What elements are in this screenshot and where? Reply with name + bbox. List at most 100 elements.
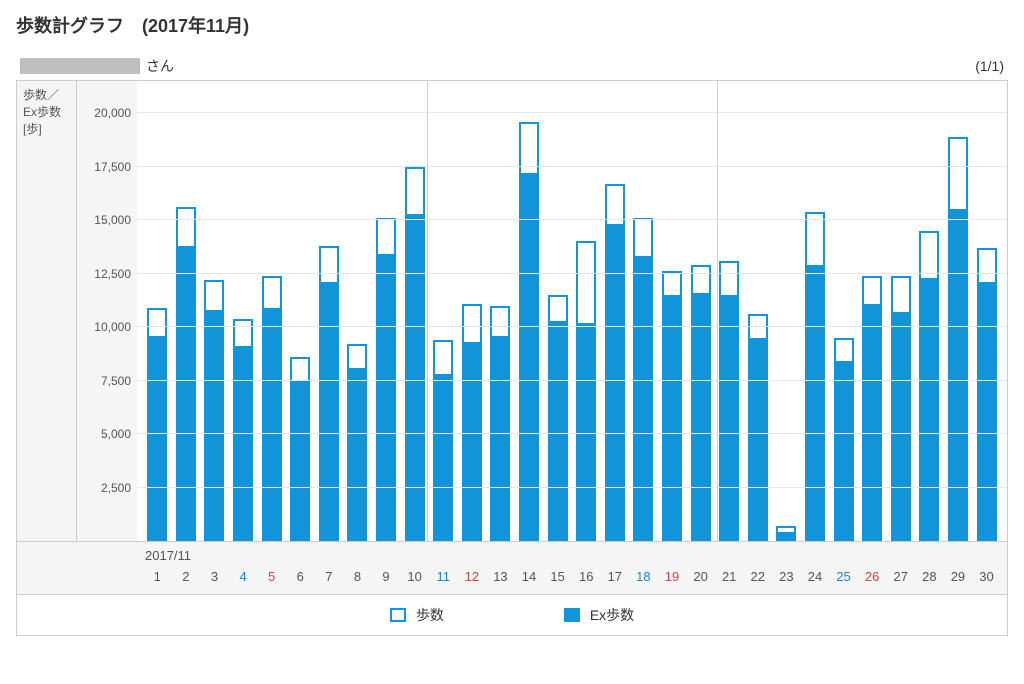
gridline: [137, 326, 1007, 327]
legend-label-steps: 歩数: [416, 605, 444, 625]
bar-ex-steps: [176, 246, 196, 541]
x-day-label: 26: [858, 569, 887, 584]
y-tick-label: 20,000: [94, 106, 131, 120]
bar-slot: [429, 81, 458, 541]
chart-frame: 歩数／ Ex歩数 [歩] 2,5005,0007,50010,00012,500…: [16, 80, 1008, 595]
bar-ex-steps: [462, 342, 482, 541]
page-title: 歩数計グラフ (2017年11月): [16, 12, 1008, 38]
bar-slot: [515, 81, 544, 541]
x-day-label: 16: [572, 569, 601, 584]
header-row: さん (1/1): [16, 56, 1008, 76]
x-day-label: 18: [629, 569, 658, 584]
bar-slot: [858, 81, 887, 541]
bar-ex-steps: [290, 381, 310, 541]
x-day-label: 25: [829, 569, 858, 584]
x-day-label: 23: [772, 569, 801, 584]
gridline: [137, 433, 1007, 434]
bar-ex-steps: [691, 293, 711, 541]
bar-slot: [286, 81, 315, 541]
bar-slot: [915, 81, 944, 541]
x-day-label: 29: [944, 569, 973, 584]
bar-ex-steps: [204, 310, 224, 541]
legend-swatch-fill-icon: [564, 608, 580, 622]
y-tick-label: 10,000: [94, 320, 131, 334]
bar-ex-steps: [805, 265, 825, 541]
bar-ex-steps: [891, 312, 911, 541]
bar-ex-steps: [262, 308, 282, 541]
x-day-label: 6: [286, 569, 315, 584]
y-axis-label-line1: 歩数／: [23, 87, 72, 104]
bar-slot: [743, 81, 772, 541]
bar-slot: [686, 81, 715, 541]
y-tick-label: 17,500: [94, 160, 131, 174]
bar-slot: [572, 81, 601, 541]
bar-ex-steps: [376, 254, 396, 541]
bar-slot: [400, 81, 429, 541]
x-day-label: 12: [458, 569, 487, 584]
x-day-label: 30: [972, 569, 1001, 584]
bar-slot: [772, 81, 801, 541]
y-axis-label: 歩数／ Ex歩数 [歩]: [17, 81, 77, 541]
bar-slot: [143, 81, 172, 541]
bar-ex-steps: [576, 323, 596, 541]
bar-ex-steps: [834, 361, 854, 541]
x-day-label: 7: [315, 569, 344, 584]
x-day-label: 1: [143, 569, 172, 584]
x-day-label: 22: [743, 569, 772, 584]
bar-ex-steps: [919, 278, 939, 541]
vgridline: [717, 81, 718, 541]
bar-slot: [172, 81, 201, 541]
y-axis-label-unit: [歩]: [23, 121, 72, 138]
x-day-label: 9: [372, 569, 401, 584]
y-tick-label: 7,500: [101, 374, 131, 388]
bar-ex-steps: [548, 321, 568, 541]
x-day-label: 8: [343, 569, 372, 584]
legend-label-ex-steps: Ex歩数: [590, 605, 634, 625]
bar-slot: [315, 81, 344, 541]
bar-ex-steps: [147, 336, 167, 541]
legend-item-steps: 歩数: [390, 605, 444, 625]
gridline: [137, 487, 1007, 488]
bar-slot: [543, 81, 572, 541]
x-day-label: 21: [715, 569, 744, 584]
x-day-label: 17: [601, 569, 630, 584]
bar-slot: [458, 81, 487, 541]
x-day-label: 14: [515, 569, 544, 584]
x-day-label: 24: [801, 569, 830, 584]
x-day-label: 11: [429, 569, 458, 584]
bar-ex-steps: [233, 346, 253, 541]
user-name-redacted: [20, 58, 140, 74]
plot-area: [137, 81, 1007, 541]
gridline: [137, 273, 1007, 274]
user-name-suffix: さん: [146, 56, 174, 76]
bar-slot: [486, 81, 515, 541]
bar-ex-steps: [662, 295, 682, 541]
gridline: [137, 380, 1007, 381]
bar-ex-steps: [948, 209, 968, 541]
bar-slot: [229, 81, 258, 541]
gridline: [137, 112, 1007, 113]
y-ticks: 2,500 5,000 7,500 10,000 12,500 15,000 17,500 2…: [77, 81, 137, 541]
bar-slot: [601, 81, 630, 541]
x-day-label: 3: [200, 569, 229, 584]
bar-ex-steps: [405, 214, 425, 541]
bar-ex-steps: [347, 368, 367, 541]
vgridline: [427, 81, 428, 541]
user-name-block: さん: [20, 56, 174, 76]
legend-swatch-outline-icon: [390, 608, 406, 622]
x-axis: 2017/11 12345678910111213141516171819202…: [17, 541, 1007, 594]
y-tick-label: 5,000: [101, 427, 131, 441]
legend: 歩数 Ex歩数: [16, 595, 1008, 636]
gridline: [137, 219, 1007, 220]
bar-slot: [944, 81, 973, 541]
x-day-label: 4: [229, 569, 258, 584]
y-tick-label: 15,000: [94, 213, 131, 227]
bar-ex-steps: [633, 256, 653, 541]
legend-item-ex-steps: Ex歩数: [564, 605, 634, 625]
y-tick-label: 12,500: [94, 267, 131, 281]
bar-ex-steps: [748, 338, 768, 541]
x-axis-month: 2017/11: [137, 542, 199, 565]
bar-slot: [372, 81, 401, 541]
x-day-label: 13: [486, 569, 515, 584]
y-tick-label: 2,500: [101, 481, 131, 495]
